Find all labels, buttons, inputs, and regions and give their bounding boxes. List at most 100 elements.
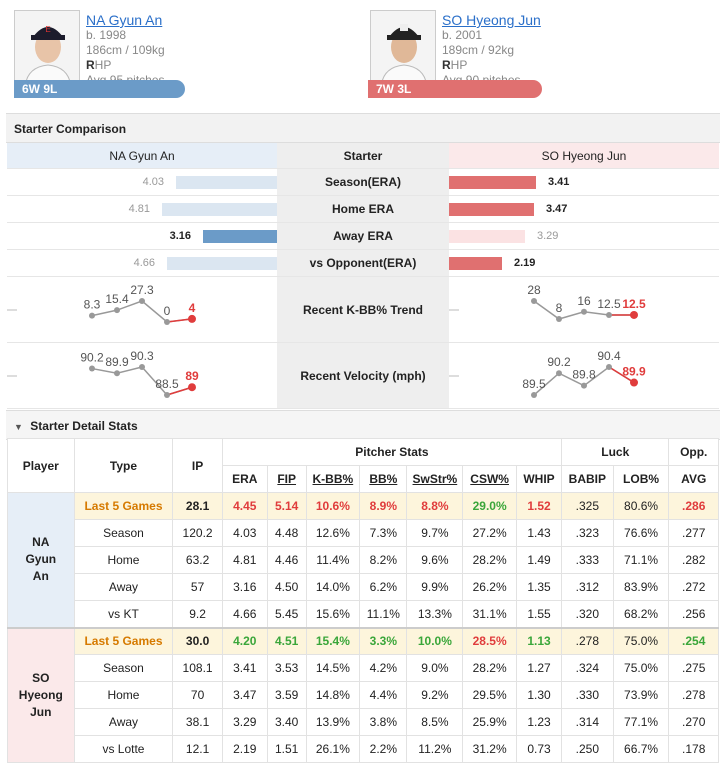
group-luck: Luck xyxy=(561,438,670,466)
trend-point xyxy=(531,298,537,304)
table-row: Away 38.1 3.29 3.40 13.9% 3.8% 8.5% 25.9% 1.23.3… xyxy=(8,708,719,736)
trend-point-label: 8 xyxy=(556,301,563,315)
detail-stats-table: Player Type IP Pitcher Stats Luck Opp. E… xyxy=(7,438,719,763)
trend-point-label: 16 xyxy=(577,294,591,308)
col-ip: IP xyxy=(172,438,223,493)
stat-cell: .277 xyxy=(668,519,719,547)
trend-point-label: 0 xyxy=(164,304,171,318)
trend-point xyxy=(188,383,196,392)
trend-point-label: 27.3 xyxy=(130,283,154,297)
pitcher-b-name[interactable]: SO Hyeong Jun xyxy=(442,12,541,28)
stat-cell: 12.6% xyxy=(305,519,361,547)
stat-cell: 26.2% xyxy=(462,573,517,601)
stat-cell: 4.81 xyxy=(221,546,268,574)
stat-cell: 9.7% xyxy=(406,519,464,547)
stat-cell: 1.27 xyxy=(515,654,563,682)
trend-point-label: 89.8 xyxy=(572,368,596,382)
pitcher-a-record-bar: 6W 9L xyxy=(14,80,185,98)
stat-cell: 9.9% xyxy=(406,573,464,601)
col-lob: LOB% xyxy=(612,465,670,493)
table-row: Home 63.2 4.81 4.46 11.4% 8.2% 9.6% 28.2% 1.49.3… xyxy=(8,546,719,574)
stat-cell: 3.8% xyxy=(359,708,408,736)
stat-cell: 14.5% xyxy=(305,654,361,682)
stat-cell: 31.1% xyxy=(462,600,517,628)
stat-cell: 11.2% xyxy=(406,735,464,763)
table-row: vs Lotte 12.1 2.19 1.51 26.1% 2.2% 11.2% 31.2% 0… xyxy=(8,735,719,763)
trend-point-label: 90.4 xyxy=(597,349,621,363)
player-name-cell: NA Gyun An xyxy=(7,492,75,628)
stat-cell: 38.1 xyxy=(172,708,223,736)
stat-cell: 108.1 xyxy=(172,654,223,682)
stat-cell: 3.59 xyxy=(266,681,307,709)
stat-cell: 8.5% xyxy=(406,708,464,736)
stat-cell: 4.20 xyxy=(221,626,268,655)
kbb-trend-chart-b: 28 8 16 12.5 12.5 xyxy=(449,283,646,322)
comparison-value-a: 3.16 xyxy=(169,230,191,242)
stat-cell: 30.0 xyxy=(172,626,223,655)
stat-cell: 63.2 xyxy=(172,546,223,574)
stat-cell: .325 xyxy=(561,492,614,520)
col-avg: AVG xyxy=(668,465,719,493)
comparison-row: 4.81 Home ERA 3.47 xyxy=(7,196,719,223)
col-fip[interactable]: FIP xyxy=(266,465,307,493)
pitcher-b-born: b. 2001 xyxy=(442,28,483,42)
stat-cell: 1.43 xyxy=(515,519,563,547)
stat-cell: 4.50 xyxy=(266,573,307,601)
trend-point-label: 12.5 xyxy=(622,297,646,311)
trend-point-label: 90.3 xyxy=(130,349,154,363)
stat-cell: 9.6% xyxy=(406,546,464,574)
stat-cell: 9.2 xyxy=(172,600,223,628)
stat-cell: 71.1% xyxy=(612,546,670,574)
stat-cell: 10.6% xyxy=(305,492,361,520)
velocity-trend-row: 90.2 89.9 90.3 88.5 89 Recent Velocity (mph)… xyxy=(7,343,719,409)
stat-cell: 12.1 xyxy=(172,735,223,763)
trend-point xyxy=(114,307,120,314)
stat-cell: 2.19 xyxy=(221,735,268,763)
detail-stats-title: Starter Detail Stats xyxy=(30,419,138,433)
stat-cell: 4.66 xyxy=(221,600,268,628)
stat-cell: 4.45 xyxy=(221,492,268,520)
player-name-line: SO xyxy=(32,670,50,685)
stat-cell: 8.8% xyxy=(406,492,464,520)
table-row: Away 57 3.16 4.50 14.0% 6.2% 9.9% 26.2% 1.35.312… xyxy=(8,573,719,601)
trend-point xyxy=(164,392,170,398)
comparison-header-mid: Starter xyxy=(277,143,449,168)
stat-cell: 28.1 xyxy=(172,492,223,520)
stat-cell: 73.9% xyxy=(612,681,670,709)
pitcher-b-photo xyxy=(370,10,436,86)
group-opp: Opp. xyxy=(668,438,719,466)
pitcher-a-name[interactable]: NA Gyun An xyxy=(86,12,163,28)
detail-stats-toggle[interactable]: ▼ Starter Detail Stats xyxy=(6,410,720,440)
stat-cell: 28.5% xyxy=(462,626,517,655)
velocity-trend-chart-b: 89.590.289.890.489.9 xyxy=(449,349,646,398)
stat-cell: 28.2% xyxy=(462,654,517,682)
stat-cell: 31.2% xyxy=(462,735,517,763)
trend-point-label: 89.9 xyxy=(105,355,129,369)
comparison-header-row: NA Gyun An Starter SO Hyeong Jun xyxy=(7,143,719,169)
comparison-value-b: 2.19 xyxy=(514,257,536,269)
col-player: Player xyxy=(7,438,75,493)
col-kbb[interactable]: K-BB% xyxy=(305,465,361,493)
trend-point xyxy=(556,370,562,377)
col-swstr[interactable]: SwStr% xyxy=(406,465,464,493)
stat-cell: 5.45 xyxy=(266,600,307,628)
comparison-bar-b xyxy=(449,230,525,243)
stat-cell: 120.2 xyxy=(172,519,223,547)
stat-cell: 4.46 xyxy=(266,546,307,574)
stat-cell: 29.5% xyxy=(462,681,517,709)
comparison-value-b: 3.41 xyxy=(548,176,570,188)
col-bb[interactable]: BB% xyxy=(359,465,408,493)
stat-cell: 27.2% xyxy=(462,519,517,547)
trend-point-label: 28 xyxy=(527,283,541,297)
stat-cell: .278 xyxy=(561,626,614,655)
stat-cell: .178 xyxy=(668,735,719,763)
col-csw[interactable]: CSW% xyxy=(462,465,517,493)
stat-cell: .320 xyxy=(561,600,614,628)
stat-cell: 15.6% xyxy=(305,600,361,628)
stat-cell: .323 xyxy=(561,519,614,547)
trend-point xyxy=(531,392,537,398)
stat-cell: .312 xyxy=(561,573,614,601)
group-pitcher-stats: Pitcher Stats xyxy=(221,438,563,466)
stat-cell: 0.73 xyxy=(515,735,563,763)
stat-cell: 77.1% xyxy=(612,708,670,736)
